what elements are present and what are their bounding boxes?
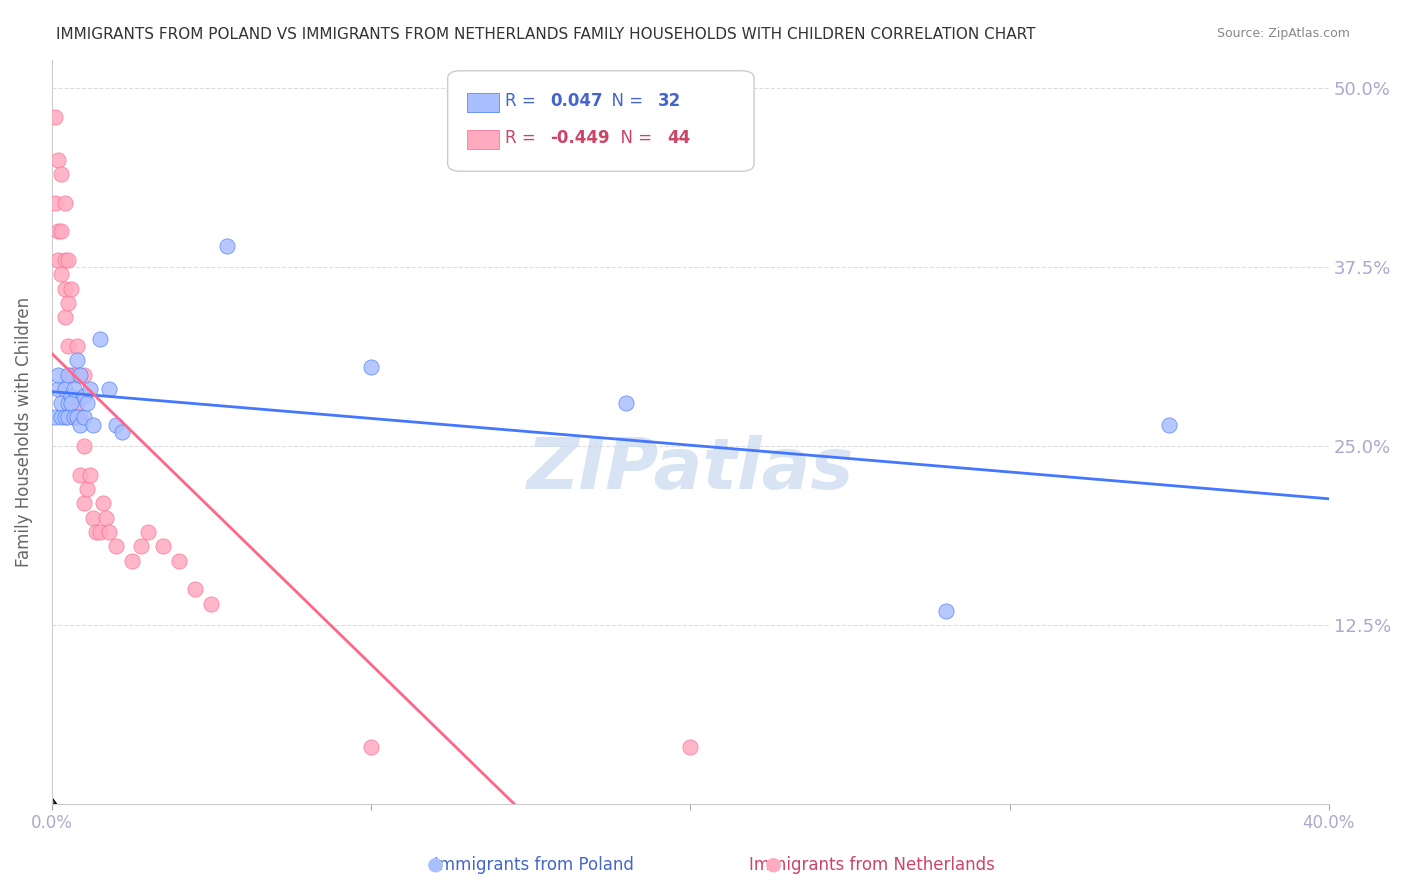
Point	[46, 252, 69, 267]
Point	[169, 554, 191, 568]
Text: ZIPatlas: ZIPatlas	[527, 434, 853, 503]
Point	[44, 195, 66, 210]
Point	[679, 739, 702, 754]
Point	[66, 410, 89, 425]
Text: Immigrants from Netherlands: Immigrants from Netherlands	[749, 856, 994, 874]
Point	[69, 368, 91, 382]
Point	[69, 467, 91, 482]
Point	[200, 597, 222, 611]
Text: IMMIGRANTS FROM POLAND VS IMMIGRANTS FROM NETHERLANDS FAMILY HOUSEHOLDS WITH CHI: IMMIGRANTS FROM POLAND VS IMMIGRANTS FRO…	[56, 27, 1036, 42]
Point	[69, 417, 91, 432]
Point	[51, 268, 73, 282]
Point	[1159, 417, 1181, 432]
Point	[360, 739, 382, 754]
Point	[59, 368, 82, 382]
Text: 32: 32	[658, 92, 682, 110]
Point	[91, 496, 114, 510]
Point	[79, 382, 101, 396]
Bar	[467, 130, 499, 149]
Text: ●: ●	[427, 855, 444, 874]
Text: R =: R =	[505, 92, 541, 110]
Point	[184, 582, 207, 597]
Point	[53, 382, 76, 396]
Point	[73, 439, 96, 453]
Point	[111, 425, 134, 439]
Point	[73, 410, 96, 425]
Point	[136, 524, 159, 539]
Point	[56, 252, 79, 267]
Point	[104, 539, 127, 553]
Point	[69, 410, 91, 425]
Text: 0.047: 0.047	[550, 92, 602, 110]
Point	[63, 410, 86, 425]
Point	[51, 167, 73, 181]
Point	[53, 282, 76, 296]
Point	[56, 396, 79, 410]
Point	[53, 310, 76, 325]
Point	[51, 396, 73, 410]
Point	[56, 410, 79, 425]
Point	[59, 389, 82, 403]
Point	[46, 153, 69, 167]
Point	[73, 368, 96, 382]
Point	[82, 417, 104, 432]
Point	[46, 382, 69, 396]
Point	[56, 368, 79, 382]
Point	[59, 396, 82, 410]
Point	[63, 368, 86, 382]
Point	[935, 604, 957, 618]
Point	[86, 524, 108, 539]
Point	[63, 410, 86, 425]
Text: -0.449: -0.449	[550, 128, 609, 147]
Bar	[467, 93, 499, 112]
Text: R =: R =	[505, 128, 541, 147]
Point	[46, 368, 69, 382]
Point	[53, 195, 76, 210]
Point	[66, 353, 89, 368]
Point	[98, 524, 121, 539]
Point	[129, 539, 152, 553]
Point	[44, 410, 66, 425]
Point	[79, 467, 101, 482]
FancyBboxPatch shape	[447, 70, 754, 171]
Point	[53, 252, 76, 267]
Point	[76, 482, 98, 496]
Point	[63, 382, 86, 396]
Point	[66, 339, 89, 353]
Point	[56, 296, 79, 310]
Point	[217, 238, 239, 252]
Point	[94, 510, 117, 524]
Text: Source: ZipAtlas.com: Source: ZipAtlas.com	[1216, 27, 1350, 40]
Y-axis label: Family Households with Children: Family Households with Children	[15, 297, 32, 566]
Point	[73, 496, 96, 510]
Point	[73, 389, 96, 403]
Text: N =: N =	[610, 128, 657, 147]
Point	[46, 224, 69, 238]
Point	[53, 410, 76, 425]
Text: ●: ●	[765, 855, 782, 874]
Point	[104, 417, 127, 432]
Point	[121, 554, 143, 568]
Text: Immigrants from Poland: Immigrants from Poland	[434, 856, 634, 874]
Point	[616, 396, 638, 410]
Point	[51, 410, 73, 425]
Point	[152, 539, 174, 553]
Point	[59, 282, 82, 296]
Point	[44, 110, 66, 124]
Point	[56, 339, 79, 353]
Point	[89, 332, 111, 346]
Point	[51, 224, 73, 238]
Point	[98, 382, 121, 396]
Text: N =: N =	[600, 92, 648, 110]
Text: 44: 44	[668, 128, 690, 147]
FancyArrow shape	[46, 797, 56, 804]
Point	[76, 396, 98, 410]
Point	[360, 360, 382, 375]
Point	[66, 396, 89, 410]
Point	[82, 510, 104, 524]
Point	[89, 524, 111, 539]
